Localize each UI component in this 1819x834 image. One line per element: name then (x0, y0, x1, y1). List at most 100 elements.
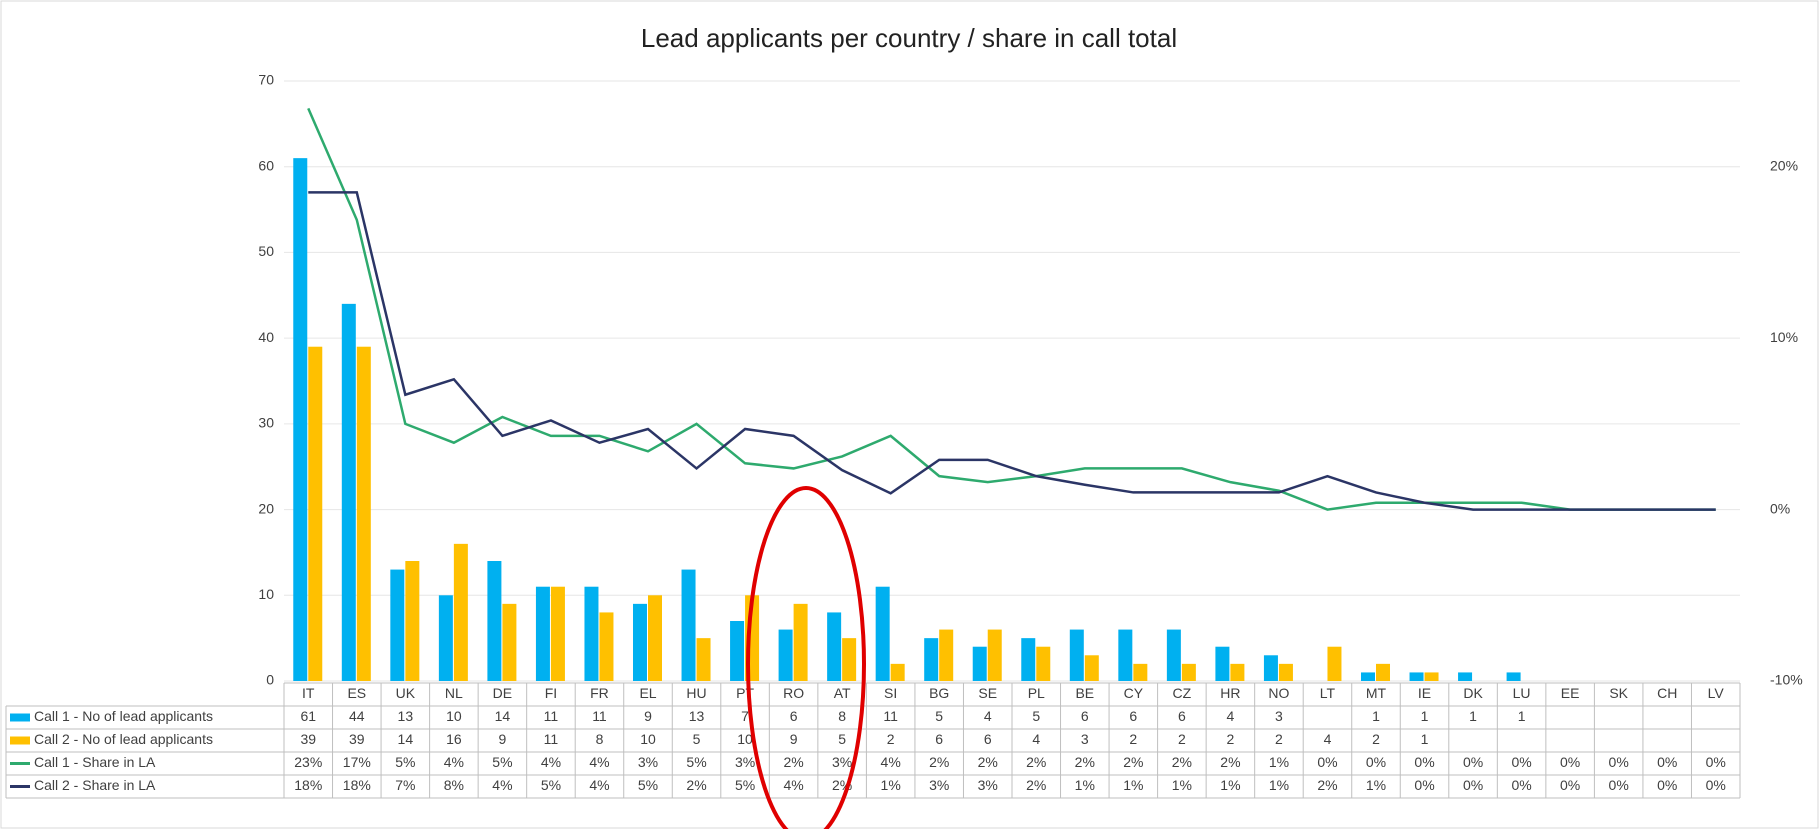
x-tick-label: EE (1561, 685, 1580, 701)
table-value: 4 (1227, 708, 1235, 724)
x-tick-label: SI (884, 685, 897, 701)
table-value: 2% (1026, 777, 1046, 793)
bar (633, 603, 647, 681)
bar (1181, 663, 1196, 681)
x-tick-label: MT (1366, 685, 1387, 701)
table-value: 39 (349, 731, 365, 747)
table-value: 2% (686, 777, 706, 793)
bar (1021, 638, 1036, 681)
table-value: 1% (1269, 777, 1289, 793)
bar (793, 603, 808, 681)
table-value: 0% (1414, 754, 1434, 770)
table-value: 1 (1469, 708, 1477, 724)
legend-label: Call 1 - No of lead applicants (34, 708, 213, 724)
x-tick-label: HU (686, 685, 706, 701)
bar (1424, 672, 1439, 681)
x-tick-label: CY (1124, 685, 1144, 701)
y-tick-label: 40 (258, 329, 274, 345)
bar (293, 158, 308, 682)
table-value: 44 (349, 708, 365, 724)
table-value: 11 (544, 708, 559, 724)
table-value: 4% (589, 754, 609, 770)
bar (730, 621, 745, 681)
table-value: 5% (638, 777, 658, 793)
x-tick-label: LV (1708, 685, 1725, 701)
table-value: 2 (1227, 731, 1235, 747)
bar (1215, 646, 1230, 681)
x-tick-label: FI (545, 685, 557, 701)
table-value: 4% (783, 777, 803, 793)
table-value: 1% (1123, 777, 1143, 793)
bar (696, 638, 711, 681)
x-tick-label: IE (1418, 685, 1431, 701)
table-value: 11 (592, 708, 607, 724)
bar (405, 561, 420, 681)
x-tick-label: DE (493, 685, 512, 701)
table-value: 2 (1275, 731, 1283, 747)
bar (550, 586, 565, 681)
table-value: 0% (1560, 777, 1580, 793)
table-value: 0% (1463, 777, 1483, 793)
table-value: 0% (1511, 754, 1531, 770)
bar (987, 629, 1002, 681)
table-value: 1% (1220, 777, 1240, 793)
bar (890, 663, 905, 681)
y-tick-label: 70 (258, 72, 274, 88)
legend-key (10, 713, 30, 722)
table-value: 8 (596, 731, 604, 747)
table-value: 2 (1372, 731, 1380, 747)
y-tick-label: 10 (258, 586, 274, 602)
x-tick-label: NL (445, 685, 463, 701)
x-tick-label: ES (347, 685, 366, 701)
table-value: 3 (1081, 731, 1089, 747)
y-tick-label: 0 (266, 672, 274, 688)
bar (778, 629, 793, 681)
table-value: 5% (686, 754, 706, 770)
table-value: 7% (395, 777, 415, 793)
table-value: 5% (541, 777, 561, 793)
table-value: 4% (541, 754, 561, 770)
bar (1506, 672, 1521, 681)
bar (390, 569, 405, 681)
legend-label: Call 1 - Share in LA (34, 754, 156, 770)
y-tick-label: 30 (258, 415, 274, 431)
table-value: 9 (790, 731, 798, 747)
x-tick-label: AT (834, 685, 851, 701)
bar (1458, 672, 1473, 681)
bar (875, 586, 890, 681)
bar (939, 629, 954, 681)
table-value: 5 (935, 708, 943, 724)
y-tick-label: 20 (258, 500, 274, 516)
table-value: 3% (638, 754, 658, 770)
y2-tick-label: 10% (1770, 329, 1798, 345)
table-value: 3% (832, 754, 852, 770)
table-value: 10 (737, 731, 753, 747)
x-tick-label: RO (783, 685, 804, 701)
x-tick-label: BE (1075, 685, 1094, 701)
table-value: 1% (881, 777, 901, 793)
table-value: 9 (644, 708, 652, 724)
x-tick-label: EL (639, 685, 656, 701)
table-value: 4% (444, 754, 464, 770)
table-value: 0% (1414, 777, 1434, 793)
bar (599, 612, 614, 681)
table-value: 5 (1032, 708, 1040, 724)
bar (502, 603, 517, 681)
table-value: 0% (1609, 777, 1629, 793)
table-value: 2% (1220, 754, 1240, 770)
legend-key (10, 736, 30, 745)
table-value: 0% (1657, 777, 1677, 793)
table-value: 2% (978, 754, 998, 770)
table-value: 0% (1366, 754, 1386, 770)
bar (356, 346, 371, 681)
table-value: 1% (1172, 777, 1192, 793)
table-value: 4 (984, 708, 992, 724)
bar (308, 346, 323, 681)
legend-label: Call 2 - Share in LA (34, 777, 156, 793)
table-value: 1 (1421, 731, 1429, 747)
bar (1118, 629, 1133, 681)
table-value: 3% (929, 777, 949, 793)
table-value: 11 (544, 731, 559, 747)
